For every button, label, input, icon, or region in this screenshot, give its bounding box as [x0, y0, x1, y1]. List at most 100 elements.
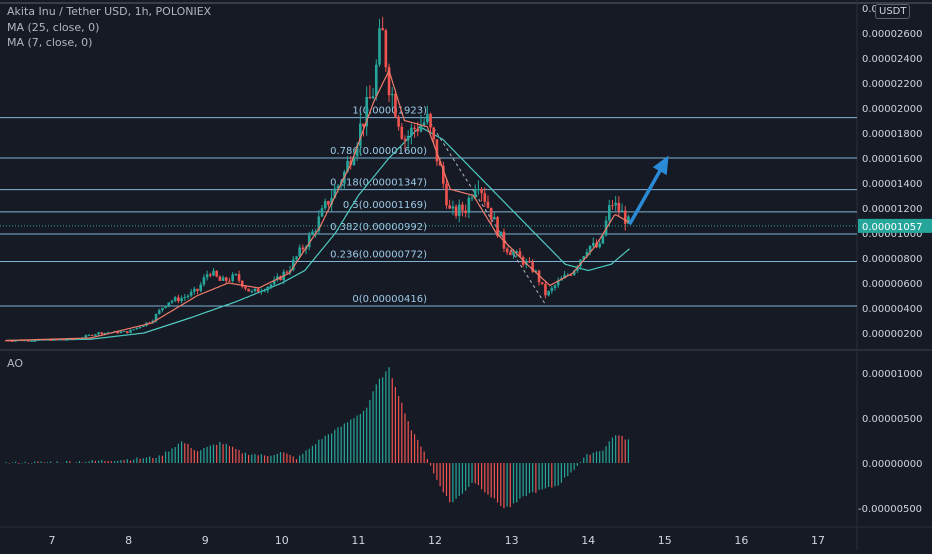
ao-histogram [5, 367, 630, 509]
candle-body [365, 96, 368, 127]
trend-arrow[interactable] [628, 155, 669, 225]
candle-body [374, 64, 378, 97]
candle-body [534, 270, 538, 272]
candle-body [205, 274, 209, 278]
candle-body [20, 340, 24, 342]
currency-unit-badge[interactable]: USDT [875, 4, 911, 19]
candle-body [582, 256, 586, 260]
candle-body [52, 339, 56, 341]
candle-body [78, 338, 81, 340]
candle-body [441, 165, 445, 184]
ao-tick-label: 0.00000000 [862, 459, 922, 470]
candle-body [598, 243, 601, 248]
candle-body [454, 206, 458, 216]
candle-body [141, 325, 145, 327]
candle-body [87, 334, 91, 336]
candle-body [231, 274, 234, 281]
candle-body [212, 270, 215, 276]
fibonacci-retracement[interactable]: 1(0.00001923) 0.786(0.00001600) 0.618(0.00… [0, 106, 857, 307]
candle-body [74, 338, 78, 340]
candle-body [617, 202, 621, 212]
candle-body [285, 271, 289, 273]
time-tick-label: 11 [351, 534, 365, 547]
ao-legend[interactable]: AO [7, 357, 23, 370]
trend-arrow-shaft [628, 169, 662, 225]
price-tick-label: 0.00001600 [862, 154, 922, 165]
candle-body [97, 332, 100, 335]
time-tick-label: 10 [275, 534, 289, 547]
candle-body [477, 189, 480, 191]
candle-body [317, 216, 321, 232]
candle-body [346, 160, 349, 172]
candle-body [122, 331, 126, 333]
ma-25-line [6, 126, 630, 342]
fib-level-label: 0.236(0.00000772) [330, 250, 427, 261]
candle-body [368, 96, 372, 99]
candle-body [390, 93, 394, 96]
price-tick-label: 0.00001400 [862, 179, 922, 190]
candle-body [601, 235, 605, 244]
candle-body [400, 126, 404, 139]
candle-body [167, 302, 171, 306]
candle-body [493, 217, 496, 220]
candle-body [403, 138, 407, 141]
candle-body [330, 197, 333, 205]
candle-body [438, 161, 442, 166]
candle-body [256, 288, 260, 292]
candle-body [218, 276, 222, 281]
candle-body [189, 291, 193, 296]
candle-body [512, 252, 515, 256]
candle-body [272, 280, 276, 285]
candle-body [432, 127, 436, 140]
ma-7-legend[interactable]: MA (7, close, 0) [7, 36, 93, 49]
ao-tick-label: 0.00000500 [862, 414, 922, 425]
fib-level-label: 0.618(0.00001347) [330, 178, 427, 189]
candle-body [295, 256, 298, 260]
price-tick-label: 0.00001800 [862, 129, 922, 140]
candle-body [448, 205, 451, 209]
candle-body [540, 282, 544, 284]
candle-body [196, 288, 199, 291]
time-tick-label: 14 [581, 534, 595, 547]
candle-body [138, 326, 142, 328]
candle-body [269, 284, 273, 287]
candle-body [237, 274, 241, 281]
candle-body [381, 28, 384, 31]
candle-body [547, 291, 550, 296]
candle-body [224, 277, 228, 281]
time-tick-label: 12 [428, 534, 442, 547]
candle-body [301, 247, 305, 250]
candle-body [569, 274, 573, 276]
candle-body [291, 259, 295, 271]
time-tick-label: 13 [505, 534, 519, 547]
candle-body [55, 339, 59, 341]
candle-body [135, 327, 139, 330]
candle-body [36, 339, 40, 341]
candle-body [572, 270, 576, 276]
candle-body [177, 297, 180, 302]
candle-body [416, 128, 420, 132]
candle-body [627, 216, 630, 224]
candle-body [186, 295, 190, 298]
price-tick-label: 0.00002600 [862, 29, 922, 40]
candle-body [221, 277, 225, 281]
candle-body [426, 113, 429, 123]
candle-body [333, 188, 337, 198]
candle-body [298, 247, 301, 257]
ma-25-legend[interactable]: MA (25, close, 0) [7, 21, 100, 34]
candle-body [183, 297, 187, 299]
ao-tick-label: -0.00000500 [858, 504, 922, 515]
candle-body [173, 297, 177, 301]
candle-body [480, 189, 483, 194]
candle-body [496, 217, 499, 237]
candle-body [129, 329, 132, 333]
candle-body [483, 193, 487, 202]
candle-body [620, 210, 624, 212]
candle-body [451, 206, 455, 209]
candle-body [23, 340, 27, 342]
candle-body [394, 93, 397, 117]
